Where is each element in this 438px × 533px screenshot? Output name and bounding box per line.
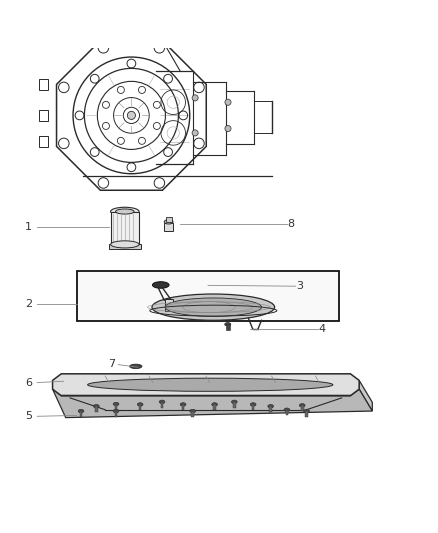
Ellipse shape (299, 403, 305, 407)
Ellipse shape (78, 409, 84, 413)
Bar (161, 402, 163, 408)
Polygon shape (53, 389, 372, 418)
Bar (39, 110, 48, 121)
Ellipse shape (304, 409, 309, 413)
Bar (233, 402, 236, 408)
Ellipse shape (113, 402, 119, 406)
Bar (226, 324, 230, 329)
Text: 3: 3 (297, 281, 304, 291)
Circle shape (192, 95, 198, 101)
Bar (95, 406, 98, 412)
Bar (39, 79, 48, 91)
Bar (305, 411, 308, 417)
Bar (115, 411, 117, 417)
Bar (109, 244, 141, 249)
Bar (252, 405, 254, 410)
Ellipse shape (152, 294, 275, 320)
Bar (301, 405, 304, 411)
Ellipse shape (88, 378, 333, 391)
Bar (39, 136, 48, 147)
Bar (115, 404, 117, 410)
Ellipse shape (268, 405, 273, 408)
Circle shape (192, 130, 198, 136)
Ellipse shape (159, 400, 165, 403)
Bar (286, 410, 288, 415)
Bar (269, 406, 272, 412)
Ellipse shape (190, 409, 195, 413)
Text: 6: 6 (25, 377, 32, 387)
Bar (191, 411, 194, 417)
Ellipse shape (250, 403, 256, 406)
Ellipse shape (180, 403, 186, 406)
Text: 4: 4 (318, 324, 325, 334)
Polygon shape (359, 381, 372, 411)
Ellipse shape (231, 400, 237, 403)
Text: 1: 1 (25, 222, 32, 232)
Bar (165, 299, 173, 311)
Ellipse shape (212, 403, 217, 406)
Bar (213, 405, 216, 410)
Ellipse shape (225, 322, 231, 326)
Bar (164, 223, 173, 231)
Ellipse shape (130, 364, 142, 368)
Ellipse shape (116, 209, 134, 214)
Ellipse shape (110, 207, 139, 216)
Circle shape (225, 99, 231, 106)
Text: 7: 7 (108, 359, 115, 369)
Circle shape (225, 125, 231, 132)
Text: 2: 2 (25, 298, 32, 309)
Bar (80, 411, 82, 417)
Polygon shape (53, 374, 359, 395)
Ellipse shape (137, 403, 143, 406)
Ellipse shape (94, 405, 99, 408)
Bar (166, 217, 172, 222)
Ellipse shape (164, 220, 173, 224)
Bar (182, 405, 184, 410)
Ellipse shape (113, 409, 119, 413)
Text: 8: 8 (288, 219, 295, 229)
Ellipse shape (152, 282, 169, 288)
Text: 5: 5 (25, 411, 32, 421)
Bar (139, 405, 141, 410)
Bar (110, 212, 139, 245)
Ellipse shape (284, 408, 290, 411)
Ellipse shape (165, 298, 261, 317)
Ellipse shape (110, 241, 139, 248)
Circle shape (127, 111, 135, 119)
Bar (77, 271, 339, 321)
